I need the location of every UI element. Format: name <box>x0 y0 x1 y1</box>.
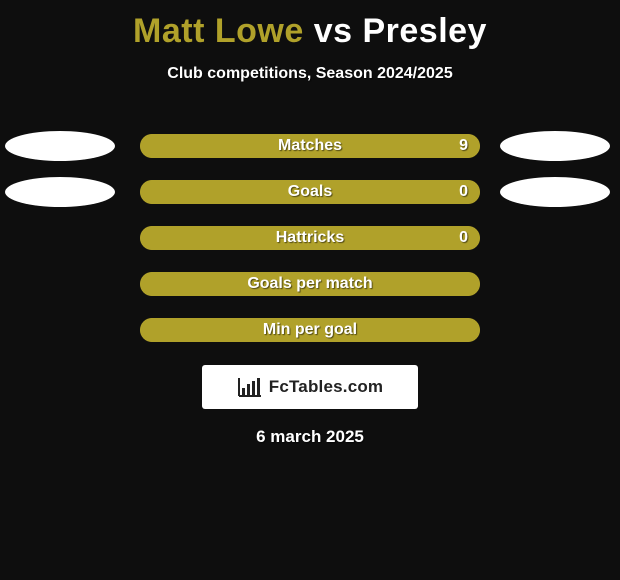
stat-row: Min per goal <box>0 307 620 353</box>
date-text: 6 march 2025 <box>0 427 620 447</box>
stat-bar-fill <box>140 180 480 204</box>
comparison-chart: Matches 9 Goals 0 Hattricks 0 <box>0 123 620 353</box>
left-marker-ellipse <box>5 131 115 161</box>
stat-bar: Min per goal <box>140 318 480 342</box>
stat-bar-fill <box>140 226 480 250</box>
right-marker-ellipse <box>500 131 610 161</box>
bar-chart-icon <box>237 376 263 398</box>
source-badge: FcTables.com <box>202 365 418 409</box>
stat-bar-fill <box>140 272 480 296</box>
subtitle: Club competitions, Season 2024/2025 <box>0 65 620 83</box>
left-marker-ellipse <box>5 177 115 207</box>
stat-row: Hattricks 0 <box>0 215 620 261</box>
stat-bar: Goals per match <box>140 272 480 296</box>
stat-row: Goals 0 <box>0 169 620 215</box>
stat-bar: Goals 0 <box>140 180 480 204</box>
stat-row: Matches 9 <box>0 123 620 169</box>
stat-bar-fill <box>140 318 480 342</box>
page-title: Matt Lowe vs Presley <box>0 0 620 51</box>
title-vs: vs <box>304 12 363 50</box>
comparison-infographic: Matt Lowe vs Presley Club competitions, … <box>0 0 620 580</box>
right-marker-ellipse <box>500 177 610 207</box>
title-player2: Presley <box>362 12 487 50</box>
stat-bar-fill <box>140 134 480 158</box>
stat-bar: Hattricks 0 <box>140 226 480 250</box>
source-badge-text: FcTables.com <box>269 377 384 397</box>
stat-bar: Matches 9 <box>140 134 480 158</box>
title-player1: Matt Lowe <box>133 12 304 50</box>
stat-row: Goals per match <box>0 261 620 307</box>
